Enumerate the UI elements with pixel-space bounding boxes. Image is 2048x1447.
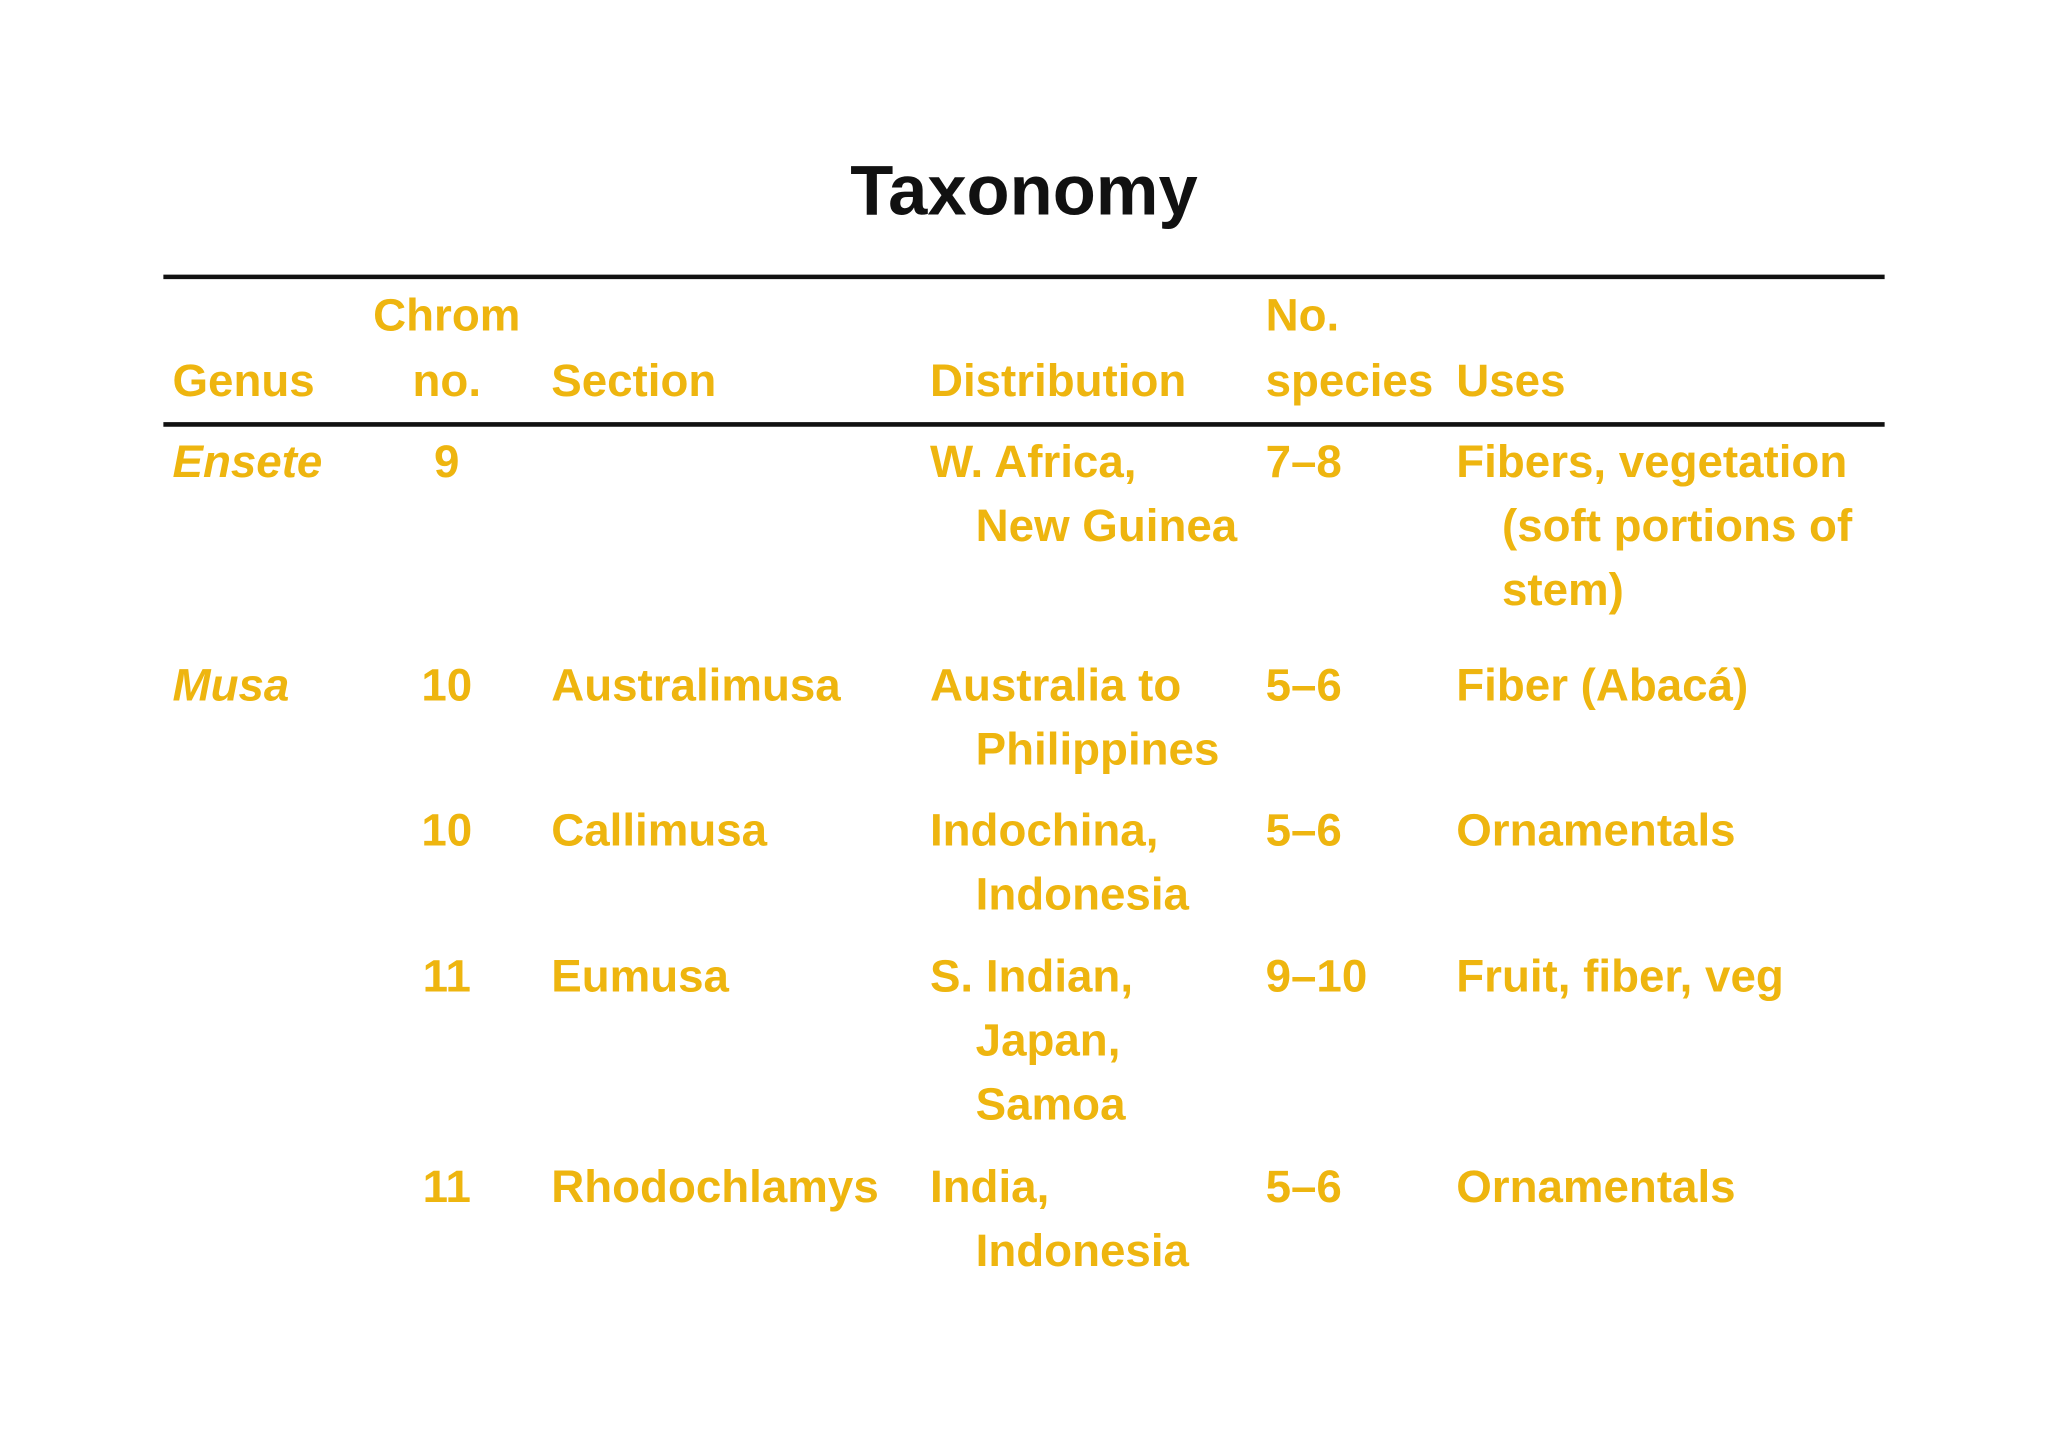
table-cell: Eumusa [551,951,729,1002]
table-cell: 11 [423,1161,471,1212]
table-cell: 10 [421,659,472,710]
table-cell: 9–10 [1266,951,1368,1002]
table-cell: Ornamentals [1456,1161,1735,1212]
table-cell: S. Indian, [930,951,1133,1002]
table-cell: Indonesia [976,1225,1190,1276]
table-cell: India, [930,1161,1049,1212]
table-cell: 7–8 [1266,436,1342,487]
table-cell: Samoa [976,1079,1126,1130]
table-cell: Japan, [976,1015,1121,1066]
table-cell: Callimusa [551,804,767,855]
table-cell: New Guinea [976,500,1238,551]
header-cell: species [1266,355,1434,406]
header-cell: no. [413,355,482,406]
table-cell: Australia to [930,659,1181,710]
header-cell: No. [1266,290,1340,341]
table-cell: Australimusa [551,659,841,710]
header-cell: Genus [173,355,315,406]
table-cell: Philippines [976,723,1220,774]
table-cell: 5–6 [1266,1161,1342,1212]
table-cell: 5–6 [1266,659,1342,710]
header-cell: Uses [1456,355,1565,406]
header-cell: Section [551,355,716,406]
genus-cell: Ensete [173,436,323,487]
title: Taxonomy [850,151,1197,230]
table-cell: Rhodochlamys [551,1161,879,1212]
table-cell: Indonesia [976,868,1190,919]
table-cell: stem) [1502,564,1624,615]
table-cell: Indochina, [930,804,1158,855]
table-cell: W. Africa, [930,436,1137,487]
table-cell: Fibers, vegetation [1456,436,1847,487]
genus-cell: Musa [173,659,290,710]
table-cell: (soft portions of [1502,500,1853,551]
table-cell: 5–6 [1266,804,1342,855]
table-cell: Ornamentals [1456,804,1735,855]
table-cell: Fiber (Abacá) [1456,659,1748,710]
header-cell: Distribution [930,355,1186,406]
header-cell: Chrom [373,290,520,341]
table-cell: Fruit, fiber, veg [1456,951,1784,1002]
table-cell: 11 [423,951,471,1002]
table-cell: 9 [434,436,459,487]
table-cell: 10 [421,804,472,855]
